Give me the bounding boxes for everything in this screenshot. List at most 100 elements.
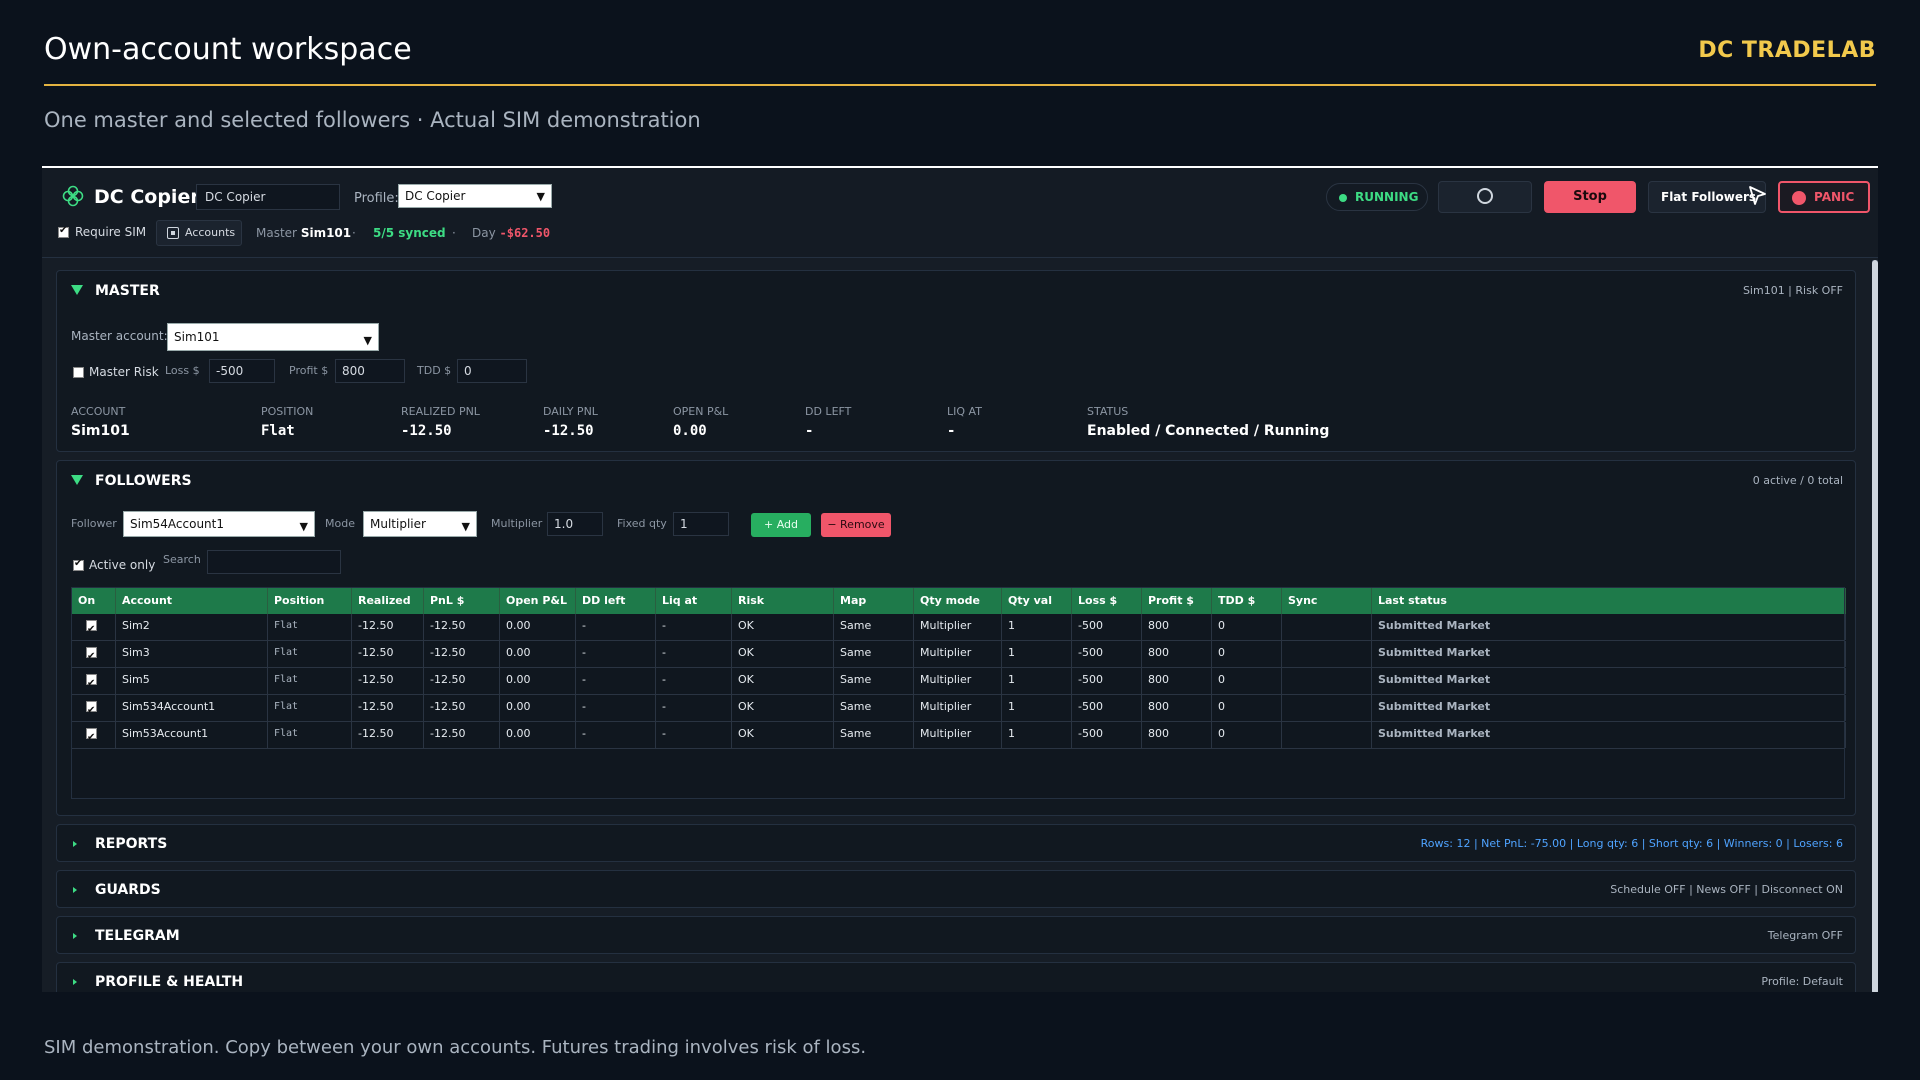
master-tdd-input[interactable]: 0 [457,359,527,383]
cell-realized: -12.50 [352,722,424,748]
master-section-title: MASTER [95,283,160,299]
expanded-triangle-icon [71,475,83,485]
table-row[interactable]: Sim2Flat-12.50-12.500.00--OKSameMultipli… [72,614,1846,641]
cell-qty-val: 1 [1002,668,1072,694]
master-risk-checkbox[interactable] [73,367,84,378]
profile-select[interactable]: DC Copier ▼ [398,184,552,208]
cell-dd-left: - [576,668,656,694]
search-input[interactable] [207,550,341,574]
cell-qty-mode: Multiplier [914,668,1002,694]
master-profit-input[interactable]: 800 [335,359,405,383]
cell-loss: -500 [1072,614,1142,640]
mode-select[interactable]: Multiplier ▼ [363,511,477,537]
profile-label: Profile: [354,191,399,206]
add-follower-button[interactable]: + Add [751,513,811,537]
cell-pnl: -12.50 [424,695,500,721]
multiplier-input[interactable]: 1.0 [547,512,603,536]
column-header-map[interactable]: Map [834,588,914,614]
accounts-icon [167,227,179,239]
active-only-checkbox[interactable] [73,558,84,571]
remove-follower-button[interactable]: − Remove [821,513,891,537]
row-enabled-checkbox[interactable] [86,672,97,694]
cell-profit: 800 [1142,668,1212,694]
telegram-section[interactable]: TELEGRAM Telegram OFF [56,916,1856,954]
refresh-button[interactable] [1438,181,1532,213]
master-account-select[interactable]: Sim101 ▼ [167,323,379,351]
column-header-loss[interactable]: Loss $ [1072,588,1142,614]
cell-qty-val: 1 [1002,695,1072,721]
cell-qty-val: 1 [1002,614,1072,640]
column-header-on[interactable]: On [72,588,116,614]
require-sim-checkbox[interactable] [58,225,69,238]
cell-profit: 800 [1142,695,1212,721]
column-header-qty-mode[interactable]: Qty mode [914,588,1002,614]
cell-on [72,641,116,667]
profile-health-section[interactable]: PROFILE & HEALTH Profile: Default [56,962,1856,992]
stat-position-value: Flat [261,423,295,439]
column-header-tdd[interactable]: TDD $ [1212,588,1282,614]
cell-map: Same [834,722,914,748]
stat-account-value: Sim101 [71,423,130,439]
cell-open-pnl: 0.00 [500,695,576,721]
copier-name-input[interactable]: DC Copier [196,184,340,210]
meta-separator: · [352,226,356,240]
column-header-risk[interactable]: Risk [732,588,834,614]
stat-ddleft-value: - [805,423,814,439]
cell-qty-val: 1 [1002,722,1072,748]
stop-button[interactable]: Stop [1544,181,1636,213]
column-header-sync[interactable]: Sync [1282,588,1372,614]
table-row[interactable]: Sim53Account1Flat-12.50-12.500.00--OKSam… [72,722,1846,749]
table-row[interactable]: Sim5Flat-12.50-12.500.00--OKSameMultipli… [72,668,1846,695]
master-loss-input[interactable]: -500 [209,359,275,383]
cursor-arrow-icon [1749,186,1766,205]
table-row[interactable]: Sim3Flat-12.50-12.500.00--OKSameMultipli… [72,641,1846,668]
row-enabled-checkbox[interactable] [86,699,97,721]
column-header-account[interactable]: Account [116,588,268,614]
guards-section-summary: Schedule OFF | News OFF | Disconnect ON [1610,883,1843,896]
cell-profit: 800 [1142,641,1212,667]
reports-section[interactable]: REPORTS Rows: 12 | Net PnL: -75.00 | Lon… [56,824,1856,862]
row-enabled-checkbox[interactable] [86,618,97,640]
chevron-down-icon: ▼ [363,334,372,347]
column-header-qty-val[interactable]: Qty val [1002,588,1072,614]
cell-loss: -500 [1072,722,1142,748]
column-header-last-status[interactable]: Last status [1372,588,1846,614]
column-header-realized[interactable]: Realized [352,588,424,614]
master-account-label: Master account: [71,329,168,343]
row-enabled-checkbox[interactable] [86,645,97,667]
flat-followers-button[interactable]: Flat Followers [1648,181,1766,213]
column-header-pnl[interactable]: PnL $ [424,588,500,614]
master-section: MASTER Sim101 | Risk OFF Master account:… [56,270,1856,452]
guards-section[interactable]: GUARDS Schedule OFF | News OFF | Disconn… [56,870,1856,908]
synced-meta: 5/5 synced [373,226,446,240]
page-header: Own-account workspace DC TRADELAB [44,28,1876,86]
telegram-section-title: TELEGRAM [95,928,180,944]
loss-label: Loss $ [165,364,200,377]
panic-button[interactable]: PANIC [1778,181,1870,213]
cell-risk: OK [732,614,834,640]
fixed-qty-label: Fixed qty [617,517,667,530]
table-row[interactable]: Sim534Account1Flat-12.50-12.500.00--OKSa… [72,695,1846,722]
followers-section: FOLLOWERS 0 active / 0 total Follower Si… [56,460,1856,816]
active-only-label: Active only [89,558,156,572]
column-header-open-pnl[interactable]: Open P&L [500,588,576,614]
chevron-down-icon: ▼ [461,520,470,533]
cell-tdd: 0 [1212,641,1282,667]
column-header-position[interactable]: Position [268,588,352,614]
followers-section-header[interactable]: FOLLOWERS 0 active / 0 total [57,461,1855,501]
accounts-button[interactable]: Accounts [156,220,242,246]
column-header-profit[interactable]: Profit $ [1142,588,1212,614]
column-header-dd-left[interactable]: DD left [576,588,656,614]
row-enabled-checkbox[interactable] [86,726,97,748]
column-header-liq-at[interactable]: Liq at [656,588,732,614]
reports-section-summary: Rows: 12 | Net PnL: -75.00 | Long qty: 6… [1420,837,1843,850]
cell-qty-mode: Multiplier [914,641,1002,667]
cell-last-status: Submitted Market [1372,668,1846,694]
master-section-header[interactable]: MASTER Sim101 | Risk OFF [57,271,1855,311]
follower-select[interactable]: Sim54Account1 ▼ [123,511,315,537]
followers-table: On Account Position Realized PnL $ Open P&L DD… [71,587,1846,799]
scrollbar[interactable] [1872,260,1878,992]
toolbar: DC Copier DC Copier Profile: DC Copier ▼… [42,168,1878,258]
stat-status-value: Enabled / Connected / Running [1087,423,1330,439]
fixed-qty-input[interactable]: 1 [673,512,729,536]
